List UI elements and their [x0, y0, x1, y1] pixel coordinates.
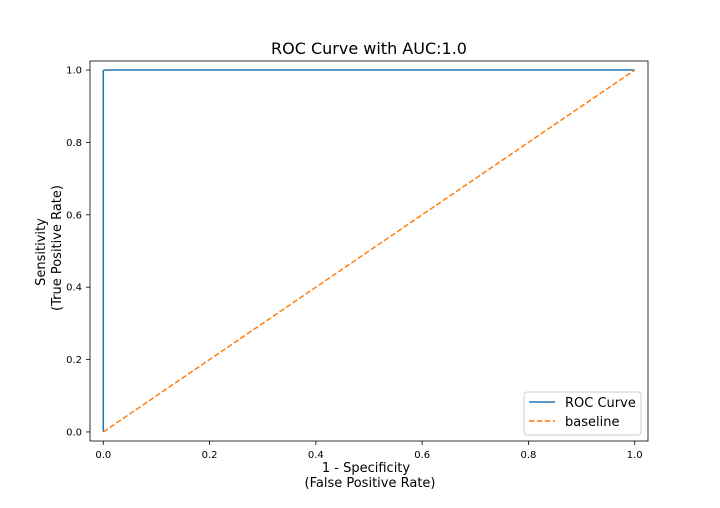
x-axis-ticks: 0.0 0.2 0.4 0.6 0.8 1.0 — [95, 441, 643, 461]
y-axis-label-line2: (True Positive Rate) — [50, 185, 65, 311]
y-axis-label-line1: Sensitivity — [34, 218, 49, 286]
x-tick-label: 0.8 — [520, 450, 536, 461]
legend-label-baseline: baseline — [565, 415, 619, 430]
y-axis-ticks: 0.0 0.2 0.4 0.6 0.8 1.0 — [66, 66, 90, 438]
y-tick-label: 0.8 — [66, 138, 82, 149]
x-tick-label: 0.2 — [202, 450, 218, 461]
chart-title: ROC Curve with AUC:1.0 — [271, 39, 467, 58]
x-tick-label: 1.0 — [627, 450, 643, 461]
x-tick-label: 0.0 — [95, 450, 111, 461]
x-axis-label-line1: 1 - Specificity — [322, 461, 411, 476]
legend-label-roc-curve: ROC Curve — [565, 396, 636, 411]
y-tick-label: 0.4 — [66, 283, 82, 294]
x-tick-label: 0.6 — [414, 450, 430, 461]
x-tick-label: 0.4 — [308, 450, 324, 461]
series-line-baseline — [102, 69, 636, 433]
y-tick-label: 0.0 — [66, 427, 82, 438]
x-axis-label-line2: (False Positive Rate) — [305, 476, 436, 491]
y-tick-label: 1.0 — [66, 66, 82, 77]
plot-frame — [89, 60, 649, 442]
series-line-roc-curve — [102, 69, 635, 432]
plot-area — [89, 60, 649, 442]
y-tick-label: 0.2 — [66, 355, 82, 366]
y-tick-label: 0.6 — [66, 210, 82, 221]
legend: ROC Curve baseline — [523, 391, 642, 436]
series-layer — [102, 69, 636, 433]
